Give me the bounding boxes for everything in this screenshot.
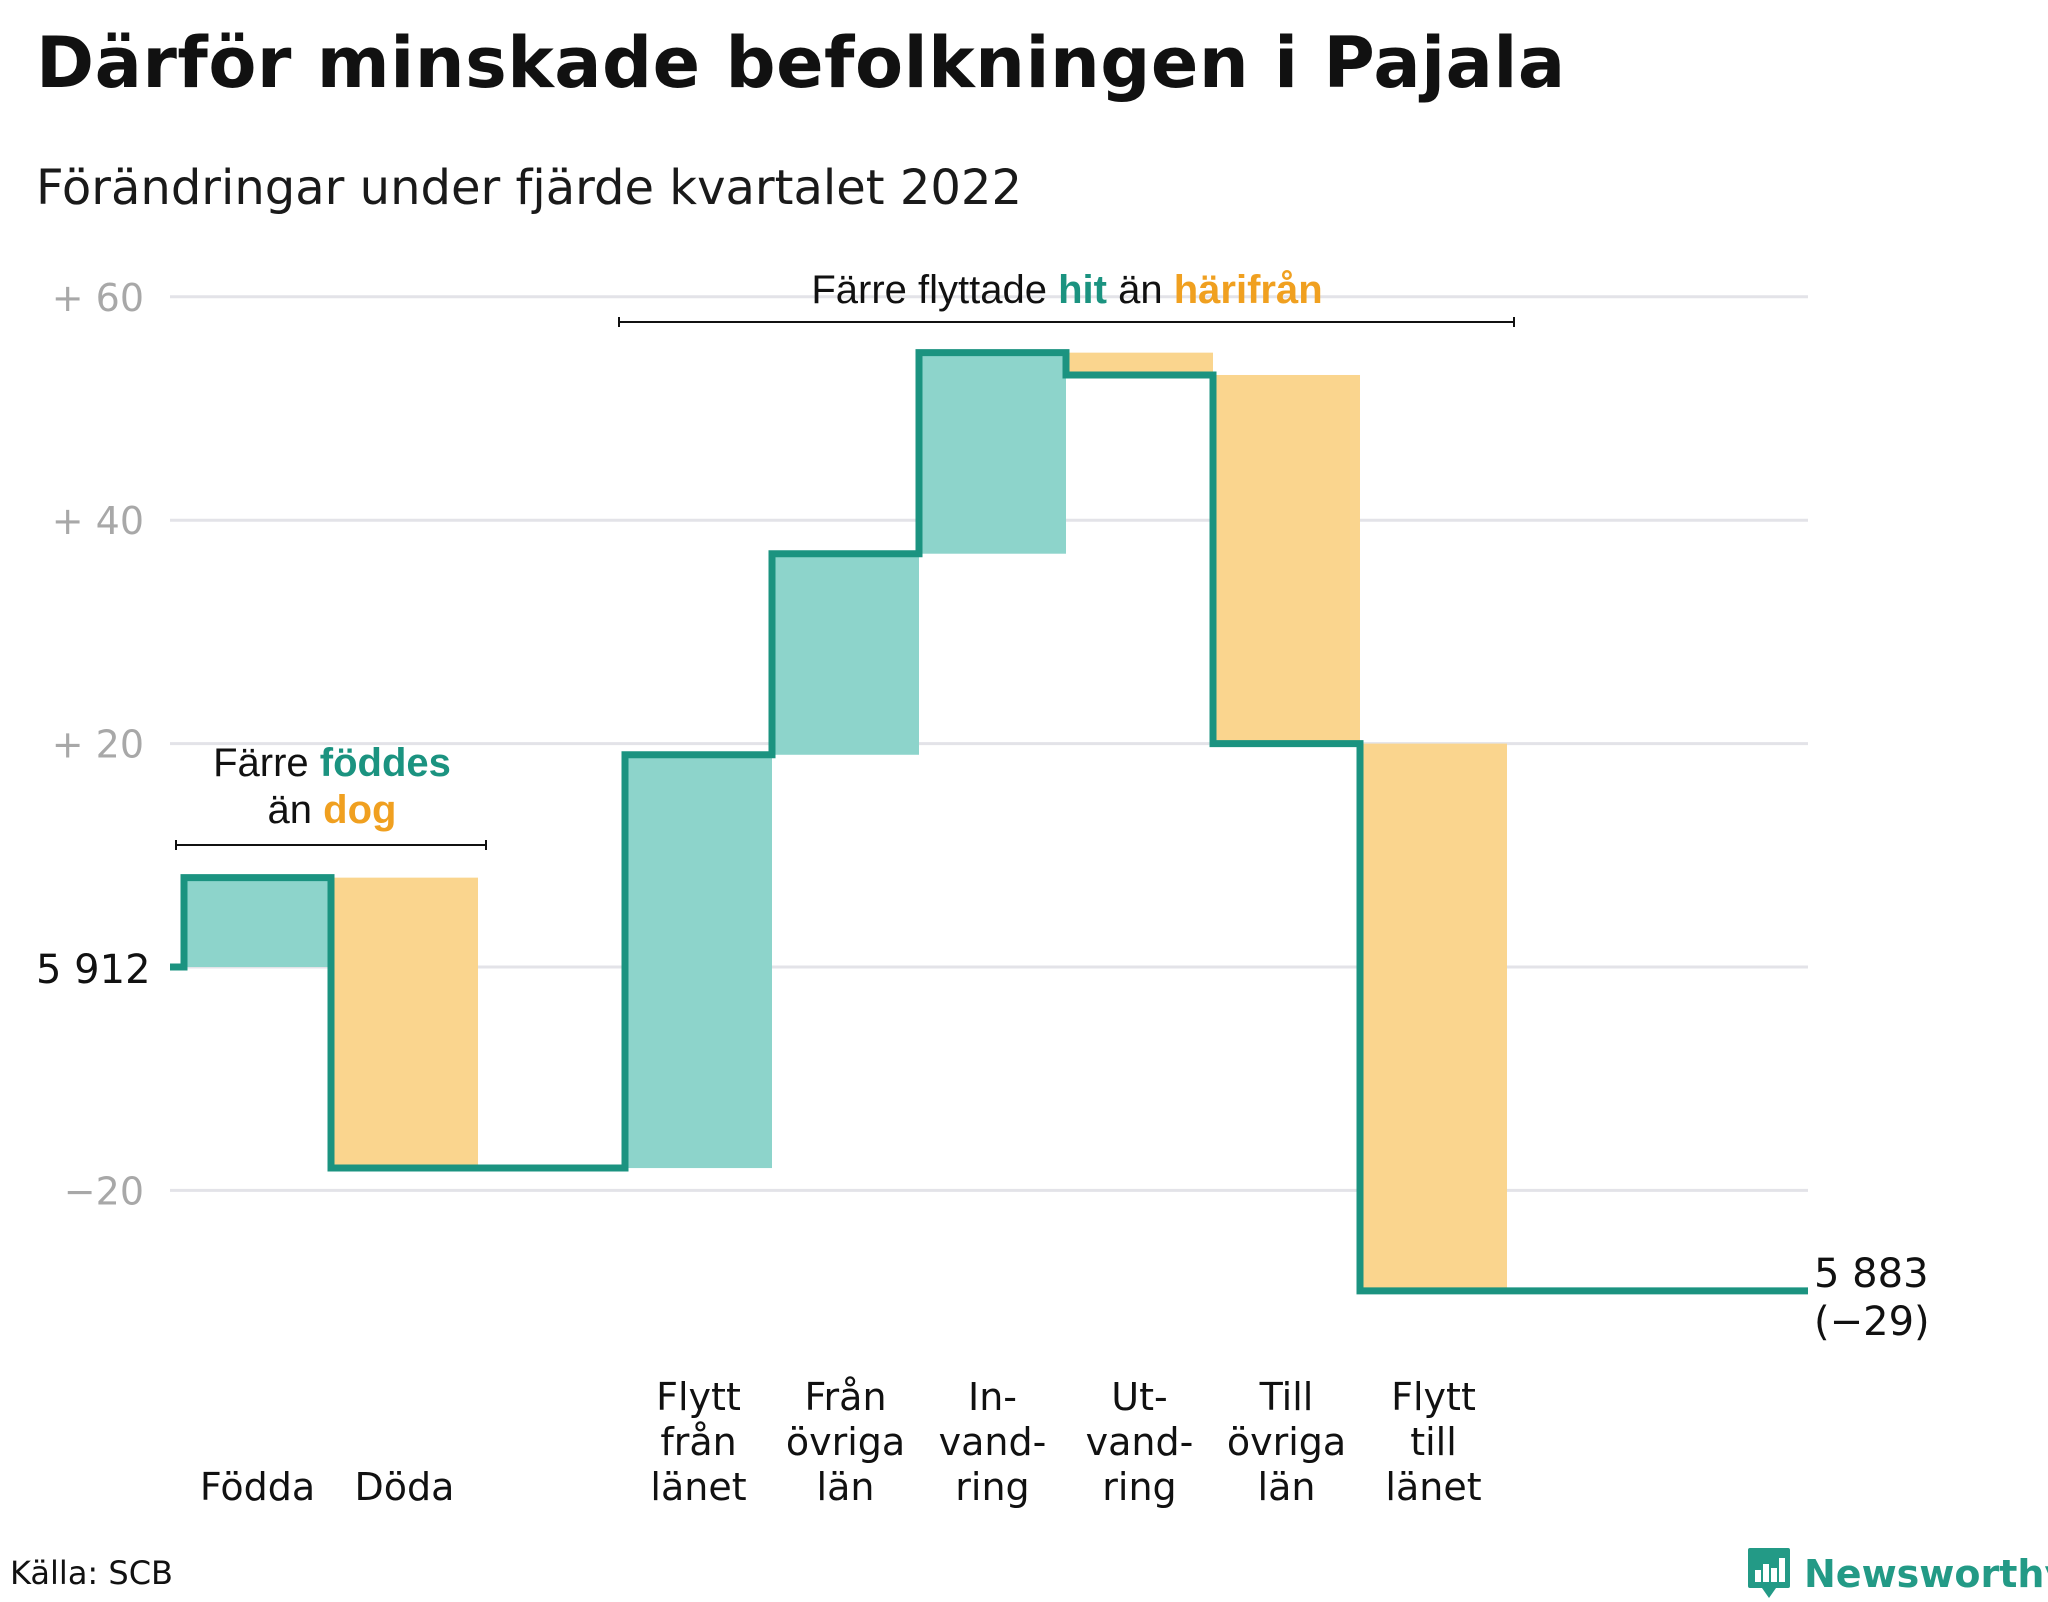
- bar: [1360, 743, 1507, 1291]
- x-category-label: ring: [955, 1465, 1029, 1509]
- y-tick-label: + 60: [52, 276, 144, 320]
- x-category-label: Ut-: [1111, 1375, 1167, 1419]
- annotation-text: Färre flyttade hit än härifrån: [811, 268, 1322, 312]
- brand-name: Newsworthy: [1804, 1552, 2048, 1596]
- x-category-label: vand-: [1086, 1420, 1194, 1464]
- x-category-label: län: [1258, 1465, 1316, 1509]
- end-change-label: (−29): [1814, 1299, 1930, 1345]
- x-category-label: Födda: [200, 1465, 315, 1509]
- x-category-label: till: [1410, 1420, 1457, 1464]
- x-category-label: Döda: [355, 1465, 455, 1509]
- start-value-label: 5 912: [36, 947, 151, 993]
- cumulative-step-line: [170, 349, 1808, 1295]
- x-category-label: Från: [804, 1375, 886, 1419]
- x-category-label: Flytt: [656, 1375, 741, 1419]
- brand-logo: Newsworthy: [1746, 1546, 2048, 1602]
- x-category-label: länet: [650, 1465, 746, 1509]
- x-category-label: länet: [1385, 1465, 1481, 1509]
- y-tick-label: −20: [64, 1169, 144, 1213]
- x-category-label: övriga: [786, 1420, 905, 1464]
- bar: [331, 877, 478, 1169]
- newsworthy-logo-icon: [1748, 1548, 1790, 1598]
- bar: [1066, 352, 1213, 375]
- annotation-text: Färre föddes: [213, 741, 451, 785]
- chart-title: Därför minskade befolkningen i Pajala: [36, 22, 1566, 104]
- x-category-label: övriga: [1227, 1420, 1346, 1464]
- bar: [919, 352, 1066, 554]
- x-category-label: In-: [968, 1375, 1017, 1419]
- y-tick-label: + 20: [52, 723, 144, 767]
- y-tick-label: + 40: [52, 499, 144, 543]
- x-category-label: från: [660, 1420, 736, 1464]
- chart-subtitle: Förändringar under fjärde kvartalet 2022: [36, 160, 1022, 216]
- x-category-label: vand-: [939, 1420, 1047, 1464]
- source-note: Källa: SCB: [10, 1554, 173, 1592]
- bar: [625, 754, 772, 1169]
- x-category-label: ring: [1102, 1465, 1176, 1509]
- x-category-label: Flytt: [1391, 1375, 1476, 1419]
- bar: [772, 553, 919, 755]
- bar: [184, 877, 331, 967]
- annotation-text: än dog: [268, 788, 397, 832]
- x-category-label: Till: [1259, 1375, 1314, 1419]
- x-category-label: län: [817, 1465, 875, 1509]
- end-value-label: 5 883: [1814, 1251, 1929, 1297]
- bar: [1213, 374, 1360, 744]
